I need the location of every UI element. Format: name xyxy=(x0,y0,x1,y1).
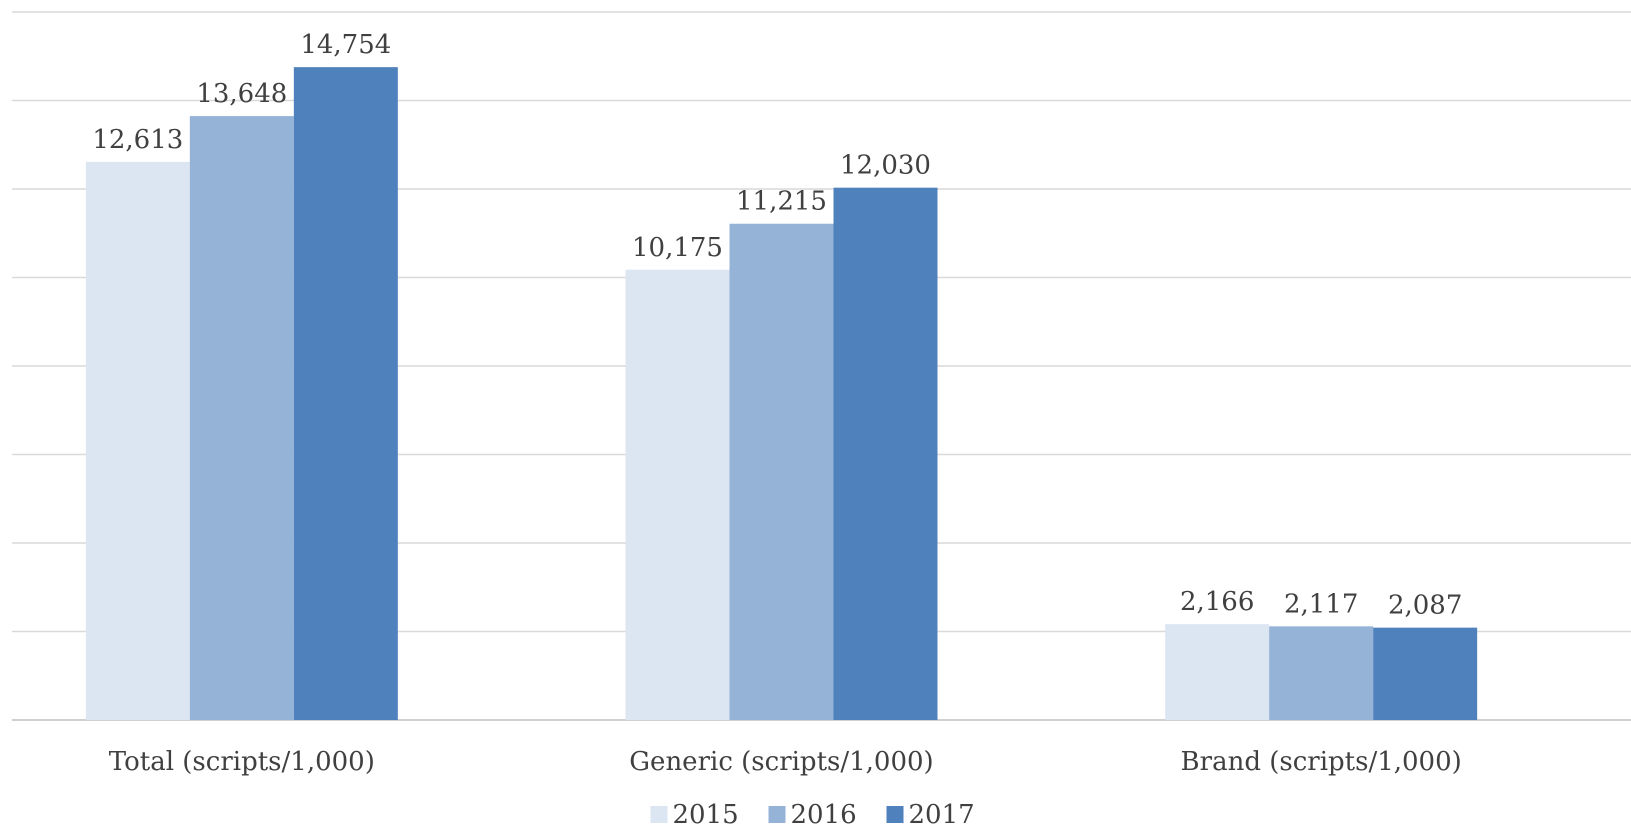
data-label: 2,166 xyxy=(1180,587,1254,617)
data-label: 11,215 xyxy=(736,187,827,217)
bar-2015-3 xyxy=(1165,624,1270,720)
category-label: Generic (scripts/1,000) xyxy=(629,747,933,777)
category-label: Brand (scripts/1,000) xyxy=(1181,747,1462,777)
data-label: 2,087 xyxy=(1388,591,1462,621)
bar-2017-3 xyxy=(1373,627,1478,720)
data-label: 2,117 xyxy=(1284,589,1358,619)
category-labels: Total (scripts/1,000) Generic (scripts/1,… xyxy=(109,747,1462,777)
data-label: 14,754 xyxy=(300,30,391,60)
data-label: 12,613 xyxy=(92,125,183,155)
data-labels: 12,613 13,648 14,754 10,175 11,215 12,030 2,16… xyxy=(92,30,1462,621)
bar-2017-2 xyxy=(833,187,938,721)
data-label: 13,648 xyxy=(196,79,287,109)
legend: 2015 2016 2017 xyxy=(650,800,975,830)
bars xyxy=(85,67,1478,721)
bar-2016-1 xyxy=(189,116,294,721)
legend-swatch-2016 xyxy=(768,806,786,823)
legend-label-2016: 2016 xyxy=(791,800,857,830)
bar-2016-3 xyxy=(1269,626,1374,720)
bar-2017-1 xyxy=(293,67,398,720)
legend-label-2017: 2017 xyxy=(909,800,975,830)
data-label: 10,175 xyxy=(632,233,723,263)
legend-swatch-2017 xyxy=(886,806,904,823)
legend-label-2015: 2015 xyxy=(673,800,739,830)
bar-2016-2 xyxy=(729,223,834,720)
bar-2015-2 xyxy=(625,269,730,720)
legend-swatch-2015 xyxy=(650,806,668,823)
data-label: 12,030 xyxy=(840,151,931,181)
category-label: Total (scripts/1,000) xyxy=(109,747,375,777)
bar-2015-1 xyxy=(85,161,190,720)
